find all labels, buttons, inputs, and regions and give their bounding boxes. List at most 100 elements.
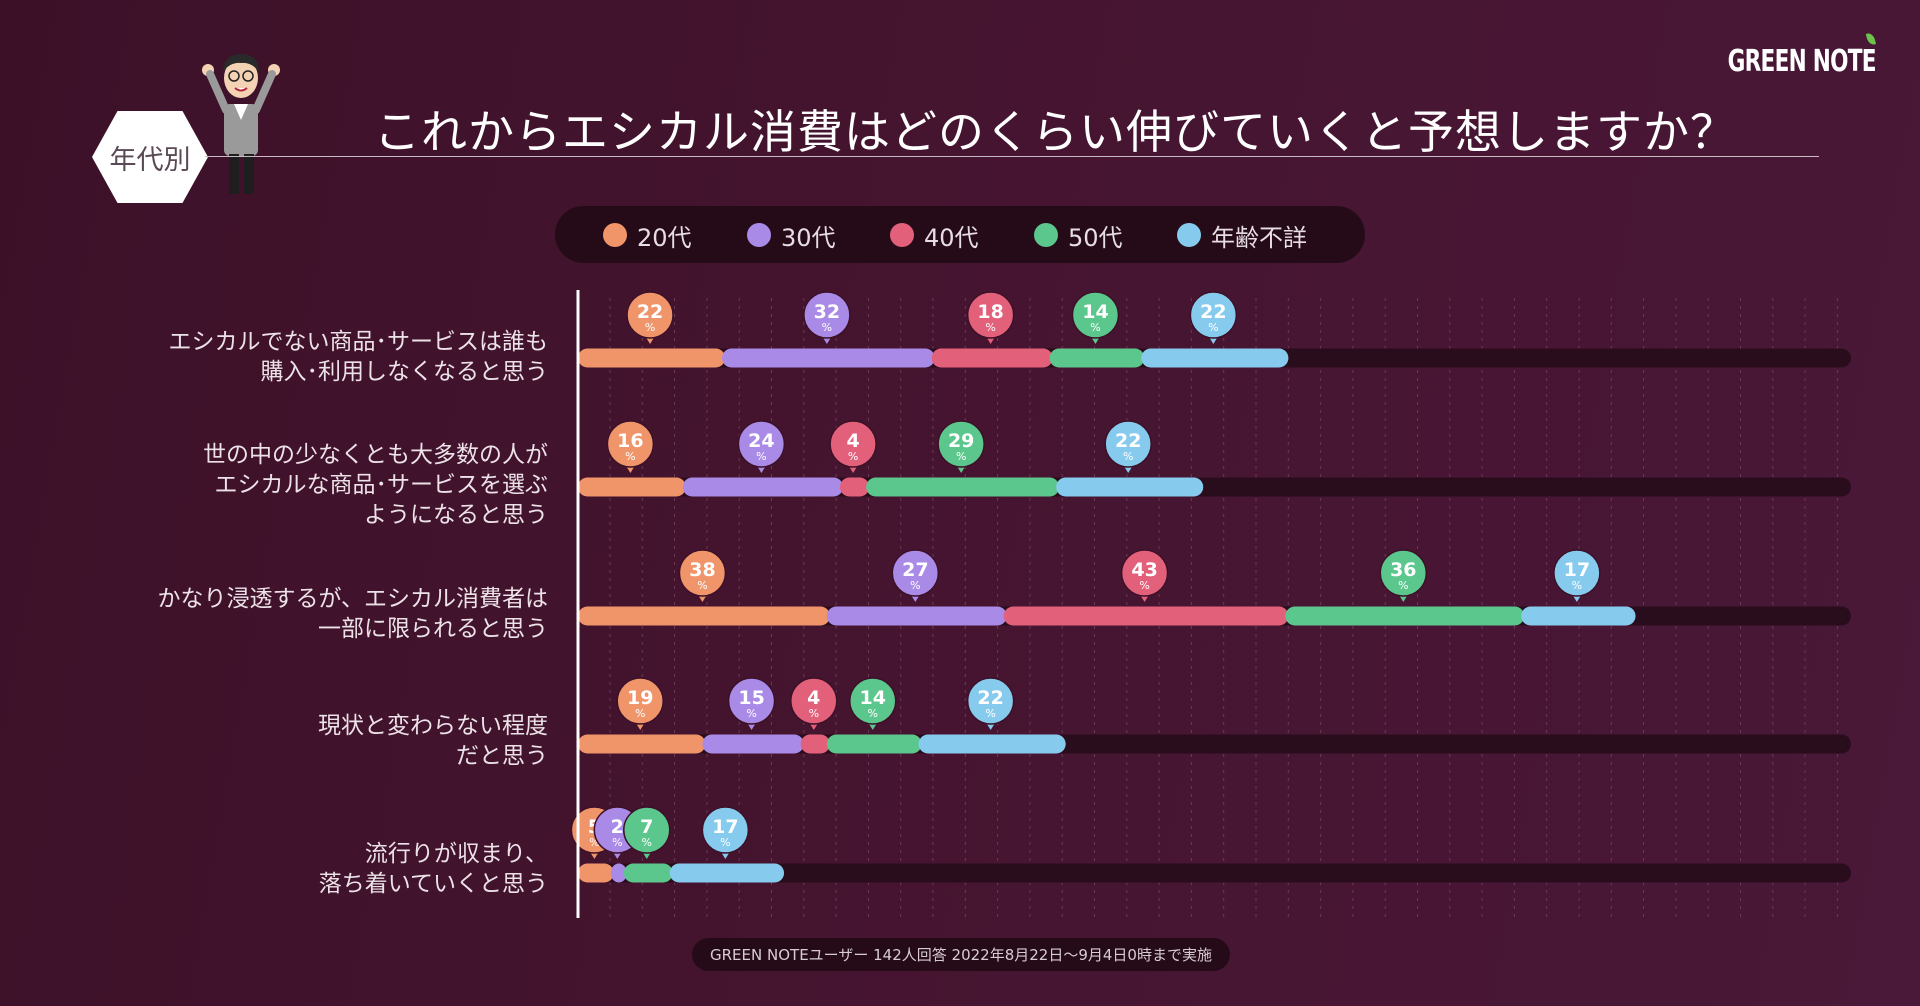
data-label-unit: %	[645, 321, 655, 334]
value-marker	[1120, 549, 1169, 597]
value-marker	[678, 549, 727, 597]
data-label-unit: %	[848, 450, 858, 463]
data-label-unit: %	[985, 707, 995, 720]
value-marker	[829, 420, 877, 468]
bar-segment-2	[722, 348, 935, 368]
category-line: エシカルな商品･サービスを選ぶ	[214, 472, 549, 498]
data-label-unit: %	[1572, 579, 1582, 592]
data-label: 15	[738, 687, 764, 709]
legend-item-20s: 20代	[603, 218, 692, 252]
bar-segment-5	[669, 863, 785, 883]
data-label: 14	[1082, 301, 1108, 323]
data-label: 2	[611, 816, 624, 838]
legend-dot-unknown	[1177, 223, 1201, 247]
data-label-unit: %	[956, 450, 966, 463]
bar-segment-3	[840, 477, 870, 497]
bar-segment-4	[826, 734, 922, 754]
category-line: 落ち着いていくと思う	[318, 871, 548, 897]
category-label-2: 世の中の少なくとも大多数の人が エシカルな商品･サービスを選ぶ ようになると思う	[203, 440, 548, 530]
data-label: 14	[860, 687, 886, 709]
value-marker	[727, 677, 776, 725]
category-line: 現状と変わらない程度	[318, 713, 548, 739]
legend-item-30s: 30代	[747, 218, 836, 252]
data-label-unit: %	[756, 450, 766, 463]
bar-segment-1	[578, 606, 830, 626]
data-label-unit: %	[697, 579, 707, 592]
value-marker	[803, 291, 851, 339]
badge-label: 年代別	[109, 144, 191, 176]
value-marker	[606, 420, 655, 468]
data-label: 22	[637, 301, 663, 323]
bar-segment-3	[1003, 606, 1289, 626]
data-label-unit: %	[868, 707, 878, 720]
bar-segment-1	[578, 863, 614, 883]
category-label-5: 流行りが収まり、落ち着いていくと思う	[319, 839, 548, 899]
data-label: 43	[1131, 559, 1157, 581]
bar-segment-4	[1285, 606, 1525, 626]
data-label: 17	[1564, 559, 1590, 581]
data-label: 22	[1115, 430, 1141, 452]
bar-segment-4	[623, 863, 673, 883]
value-marker	[1189, 291, 1238, 339]
category-label-4: 現状と変わらない程度だと思う	[318, 711, 548, 771]
legend-dot-30s	[747, 223, 771, 247]
bar-segment-2	[682, 477, 843, 497]
bar-segment-5	[1141, 348, 1289, 368]
bar-segment-4	[866, 477, 1060, 497]
data-label: 29	[948, 430, 974, 452]
data-label: 27	[902, 559, 928, 581]
category-label-3: かなり浸透するが、エシカル消費者は 一部に限られると思う	[157, 584, 548, 644]
data-label: 4	[807, 687, 820, 709]
bar-segment-2	[702, 734, 804, 754]
category-label-1: エシカルでない商品･サービスは誰も 購入･利用しなくなると思う	[169, 327, 549, 387]
legend-dot-40s	[890, 223, 914, 247]
legend-item-50s: 50代	[1034, 218, 1123, 252]
data-label: 18	[977, 301, 1003, 323]
data-label: 36	[1390, 559, 1416, 581]
value-marker	[616, 677, 664, 725]
bar-segment-5	[1056, 477, 1204, 497]
data-label-unit: %	[746, 707, 756, 720]
data-label: 16	[617, 430, 643, 452]
mascot-illustration	[202, 54, 280, 194]
value-marker	[1071, 291, 1120, 339]
page-title: これからエシカル消費はどのくらい伸びていくと予想しますか？	[374, 105, 1737, 159]
data-label: 22	[1200, 301, 1226, 323]
brand-logo: GREEN NOTE	[1728, 30, 1877, 79]
bar-segment-2	[610, 863, 627, 883]
bar-segment-1	[578, 734, 706, 754]
category-line: 流行りが収まり、	[364, 841, 548, 867]
bar-segment-2	[826, 606, 1007, 626]
data-label: 38	[689, 559, 715, 581]
legend-label-unknown: 年齢不詳	[1211, 223, 1307, 252]
data-label-unit: %	[809, 707, 819, 720]
data-label: 32	[814, 301, 840, 323]
legend: 20代 30代 40代 50代 年齢不詳	[555, 206, 1365, 263]
data-label: 19	[627, 687, 653, 709]
data-label-unit: %	[635, 707, 645, 720]
value-marker	[1553, 549, 1601, 597]
bar-segment-1	[578, 348, 726, 368]
data-label: 17	[712, 816, 738, 838]
category-line: だと思う	[456, 743, 548, 769]
value-marker	[966, 677, 1015, 725]
legend-item-40s: 40代	[890, 218, 979, 252]
data-label-unit: %	[985, 321, 995, 334]
value-marker	[1104, 420, 1152, 468]
bar-segment-5	[1521, 606, 1636, 626]
data-label-unit: %	[1139, 579, 1149, 592]
legend-dot-50s	[1034, 223, 1058, 247]
data-label-unit: %	[612, 836, 622, 849]
legend-label-40s: 40代	[924, 223, 979, 252]
title-underline	[205, 156, 1819, 157]
data-label-unit: %	[1208, 321, 1218, 334]
bar-track	[578, 863, 1851, 883]
data-label-unit: %	[625, 450, 635, 463]
category-line: 世の中の少なくとも大多数の人が	[203, 442, 548, 468]
value-marker	[737, 420, 786, 468]
bar-segment-4	[1049, 348, 1145, 368]
category-line: かなり浸透するが、エシカル消費者は	[157, 586, 548, 612]
data-label: 4	[846, 430, 859, 452]
legend-item-unknown: 年齢不詳	[1177, 218, 1307, 252]
